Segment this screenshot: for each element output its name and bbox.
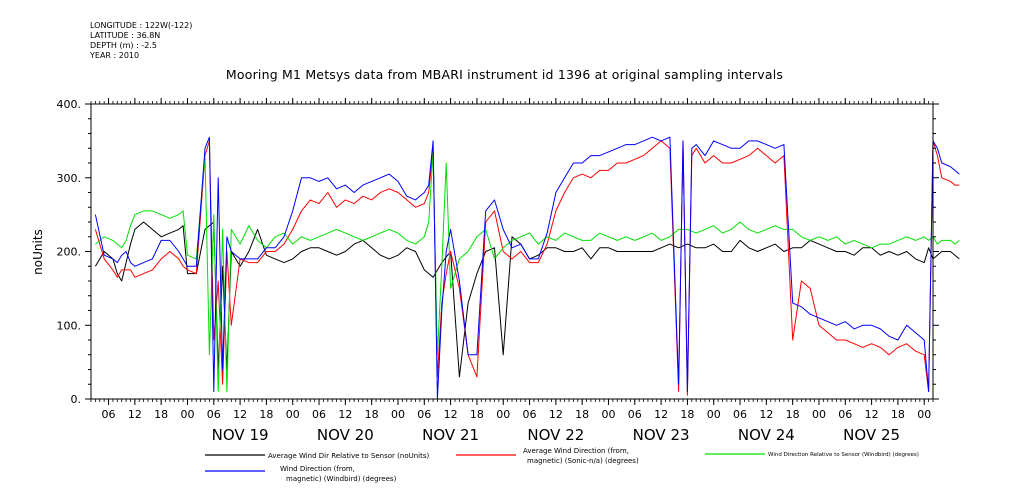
x-tick-label: 06 bbox=[207, 408, 221, 421]
x-tick-label: 12 bbox=[865, 408, 879, 421]
x-tick-label: 06 bbox=[733, 408, 747, 421]
x-day-label: NOV 22 bbox=[527, 426, 584, 444]
x-tick-label: 18 bbox=[786, 408, 800, 421]
x-tick-label: 06 bbox=[523, 408, 537, 421]
x-day-label: NOV 23 bbox=[633, 426, 690, 444]
legend: Average Wind Dir Relative to Sensor (noU… bbox=[205, 447, 919, 483]
y-axis-label: noUnits bbox=[31, 229, 45, 275]
x-tick-label: 18 bbox=[365, 408, 379, 421]
x-day-label: NOV 20 bbox=[317, 426, 374, 444]
series-line-1 bbox=[94, 140, 960, 396]
longitude-text: LONGITUDE : 122W(-122) bbox=[90, 21, 193, 30]
x-tick-label: 06 bbox=[102, 408, 116, 421]
y-tick-label: 100. bbox=[57, 319, 82, 332]
x-tick-label: 00 bbox=[812, 408, 826, 421]
x-tick-label: 12 bbox=[549, 408, 563, 421]
depth-text: DEPTH (m) : -2.5 bbox=[90, 41, 157, 50]
axis-layer: 0. 100. 200. 300. 400. 06 12 18 00 06 12 18 00 06 12 18… bbox=[57, 98, 939, 444]
legend-label-blue-line1: Wind Direction (from, bbox=[280, 465, 355, 473]
x-tick-label: 12 bbox=[444, 408, 458, 421]
x-tick-label: 18 bbox=[259, 408, 273, 421]
x-tick-label: 06 bbox=[417, 408, 431, 421]
x-tick-label: 06 bbox=[312, 408, 326, 421]
x-tick-label: 00 bbox=[391, 408, 405, 421]
legend-label-black: Average Wind Dir Relative to Sensor (noU… bbox=[268, 452, 429, 460]
x-tick-label: 12 bbox=[128, 408, 142, 421]
legend-label-red-line1: Average Wind Direction (from, bbox=[523, 447, 629, 455]
x-day-label: NOV 19 bbox=[212, 426, 269, 444]
y-tick-label: 300. bbox=[57, 172, 82, 185]
x-tick-label: 00 bbox=[286, 408, 300, 421]
x-tick-label: 12 bbox=[233, 408, 247, 421]
x-tick-label: 00 bbox=[917, 408, 931, 421]
x-tick-label: 12 bbox=[654, 408, 668, 421]
x-tick-label: 12 bbox=[759, 408, 773, 421]
y-tick-label: 0. bbox=[71, 393, 82, 406]
x-tick-label: 06 bbox=[838, 408, 852, 421]
x-day-label: NOV 24 bbox=[738, 426, 795, 444]
x-tick-label: 00 bbox=[496, 408, 510, 421]
x-tick-label: 00 bbox=[601, 408, 615, 421]
chart-title: Mooring M1 Metsys data from MBARI instru… bbox=[225, 67, 784, 82]
x-day-label: NOV 21 bbox=[422, 426, 479, 444]
x-tick-label: 12 bbox=[338, 408, 352, 421]
x-day-label: NOV 25 bbox=[843, 426, 900, 444]
x-tick-label: 06 bbox=[628, 408, 642, 421]
x-tick-label: 18 bbox=[680, 408, 694, 421]
y-tick-label: 400. bbox=[57, 98, 82, 111]
legend-label-red-line2: magnetic) (Sonic-n/a) (degrees) bbox=[527, 457, 639, 465]
year-text: YEAR : 2010 bbox=[90, 51, 140, 60]
y-tick-label: 200. bbox=[57, 246, 82, 259]
legend-label-green: Wind Direction Relative to Sensor (Windb… bbox=[768, 452, 919, 458]
series-line-3 bbox=[94, 136, 960, 400]
x-tick-label: 18 bbox=[575, 408, 589, 421]
legend-label-blue-line2: magnetic) (Windbird) (degrees) bbox=[286, 475, 397, 483]
x-tick-label: 18 bbox=[470, 408, 484, 421]
latitude-text: LATITUDE : 36.8N bbox=[90, 31, 161, 40]
x-tick-label: 18 bbox=[154, 408, 168, 421]
x-tick-label: 00 bbox=[707, 408, 721, 421]
series-layer bbox=[94, 136, 960, 400]
series-line-2 bbox=[95, 151, 960, 393]
x-tick-label: 18 bbox=[891, 408, 905, 421]
x-tick-label: 00 bbox=[180, 408, 194, 421]
metadata-block: LONGITUDE : 122W(-122) LATITUDE : 36.8N … bbox=[90, 21, 192, 61]
